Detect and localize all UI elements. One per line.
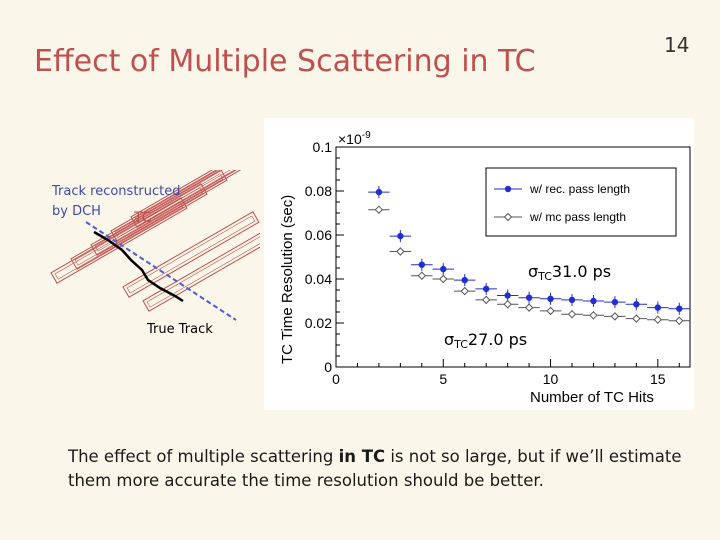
data-point [611,298,619,306]
page-number: 14 [664,33,690,57]
y-tick-label: 0.1 [313,139,333,155]
timing-counter-bars [50,170,260,312]
data-point [590,297,597,305]
x-tick-label: 10 [543,371,559,387]
counter-bar-outer [110,170,248,242]
data-point [503,300,512,309]
counter-bar [110,170,248,242]
dch-label-line1: Track reconstructed [51,184,181,199]
data-point [524,303,534,312]
y-tick-label: 0.08 [305,183,332,199]
data-point [653,315,663,324]
y-scale-label: ×10-9 [338,130,371,147]
counter-bar-outer [130,170,260,228]
data-point [676,305,683,312]
x-tick-label: 5 [439,371,447,387]
data-point [396,247,405,256]
data-point [481,295,491,305]
tc-label: TC [133,210,152,226]
x-tick-label: 0 [332,371,340,387]
counter-bar-outer [122,211,260,298]
counter-bar [90,170,228,256]
data-point [417,271,427,280]
footer-part2: is not so large, but if we’ll estimate t… [68,447,682,490]
data-point [525,294,533,301]
data-point [610,312,620,321]
y-tick-label: 0.02 [305,315,332,331]
data-point [567,309,577,319]
true-track-label: True Track [146,322,213,337]
data-point [374,205,384,214]
legend-box [485,167,677,237]
true-track-line [93,230,184,303]
data-point [418,261,426,268]
data-point [397,232,404,240]
annotation-mc-resolution: σTC27.0 ps [444,330,527,351]
data-point [460,286,469,296]
scattering-diagram: Track reconstructed by DCH TC True Track [50,170,260,337]
legend-rec-label: w/ rec. pass length [529,182,630,196]
counter-bar [142,225,260,312]
data-point [547,295,554,302]
dch-track-line [85,221,237,321]
counter-bar-outer [90,170,228,256]
series-mc-pass-length [368,205,690,326]
x-tick-label: 15 [650,371,666,387]
counter-bar-inner [146,229,260,308]
data-point [482,285,490,293]
legend-mc-label: w/ mc pass length [529,210,626,224]
data-point [461,276,468,284]
slide-title: Effect of Multiple Scattering in TC [34,44,536,79]
data-point [439,274,448,284]
footer-bold: in TC [338,447,386,466]
counter-bar [122,211,260,298]
data-point [440,265,447,273]
counter-bar-inner [134,170,260,224]
data-point [633,301,640,308]
counter-bar-outer [142,225,260,312]
x-axis-label: Number of TC Hits [530,389,654,406]
dch-label-line2: by DCH [52,204,101,219]
legend-rec-marker [504,185,512,193]
annotation-rec-resolution: σTC31.0 ps [528,262,611,283]
y-tick-label: 0.04 [305,271,332,287]
counter-bar-inner [94,173,224,252]
legend-mc-marker [503,212,513,222]
y-axis-label: TC Time Resolution (sec) [279,195,296,364]
data-point [568,296,576,304]
footer-part1: The effect of multiple scattering [68,447,339,466]
legend: w/ rec. pass length w/ mc pass length [485,167,677,237]
data-point [654,304,662,311]
data-point [546,306,555,316]
data-point [675,316,684,326]
series-rec-pass-length [368,186,690,315]
y-tick-label: 0.06 [305,227,332,243]
resolution-chart: 0 5 10 15 0 0.02 0.04 0.06 0.08 0.1 ×10-9 TC Tim… [279,130,691,406]
chart-panel: 0 5 10 15 0 0.02 0.04 0.06 0.08 0.1 ×10-9 TC Tim… [264,118,694,410]
data-point [589,311,598,320]
data-point [375,188,383,196]
counter-bar [130,170,260,228]
y-tick-label: 0 [324,359,332,375]
footer-text: The effect of multiple scattering in TC … [68,445,698,493]
counter-bar-inner [114,170,244,238]
data-point [632,314,641,323]
data-point [504,292,511,299]
counter-bar-inner [126,215,256,294]
